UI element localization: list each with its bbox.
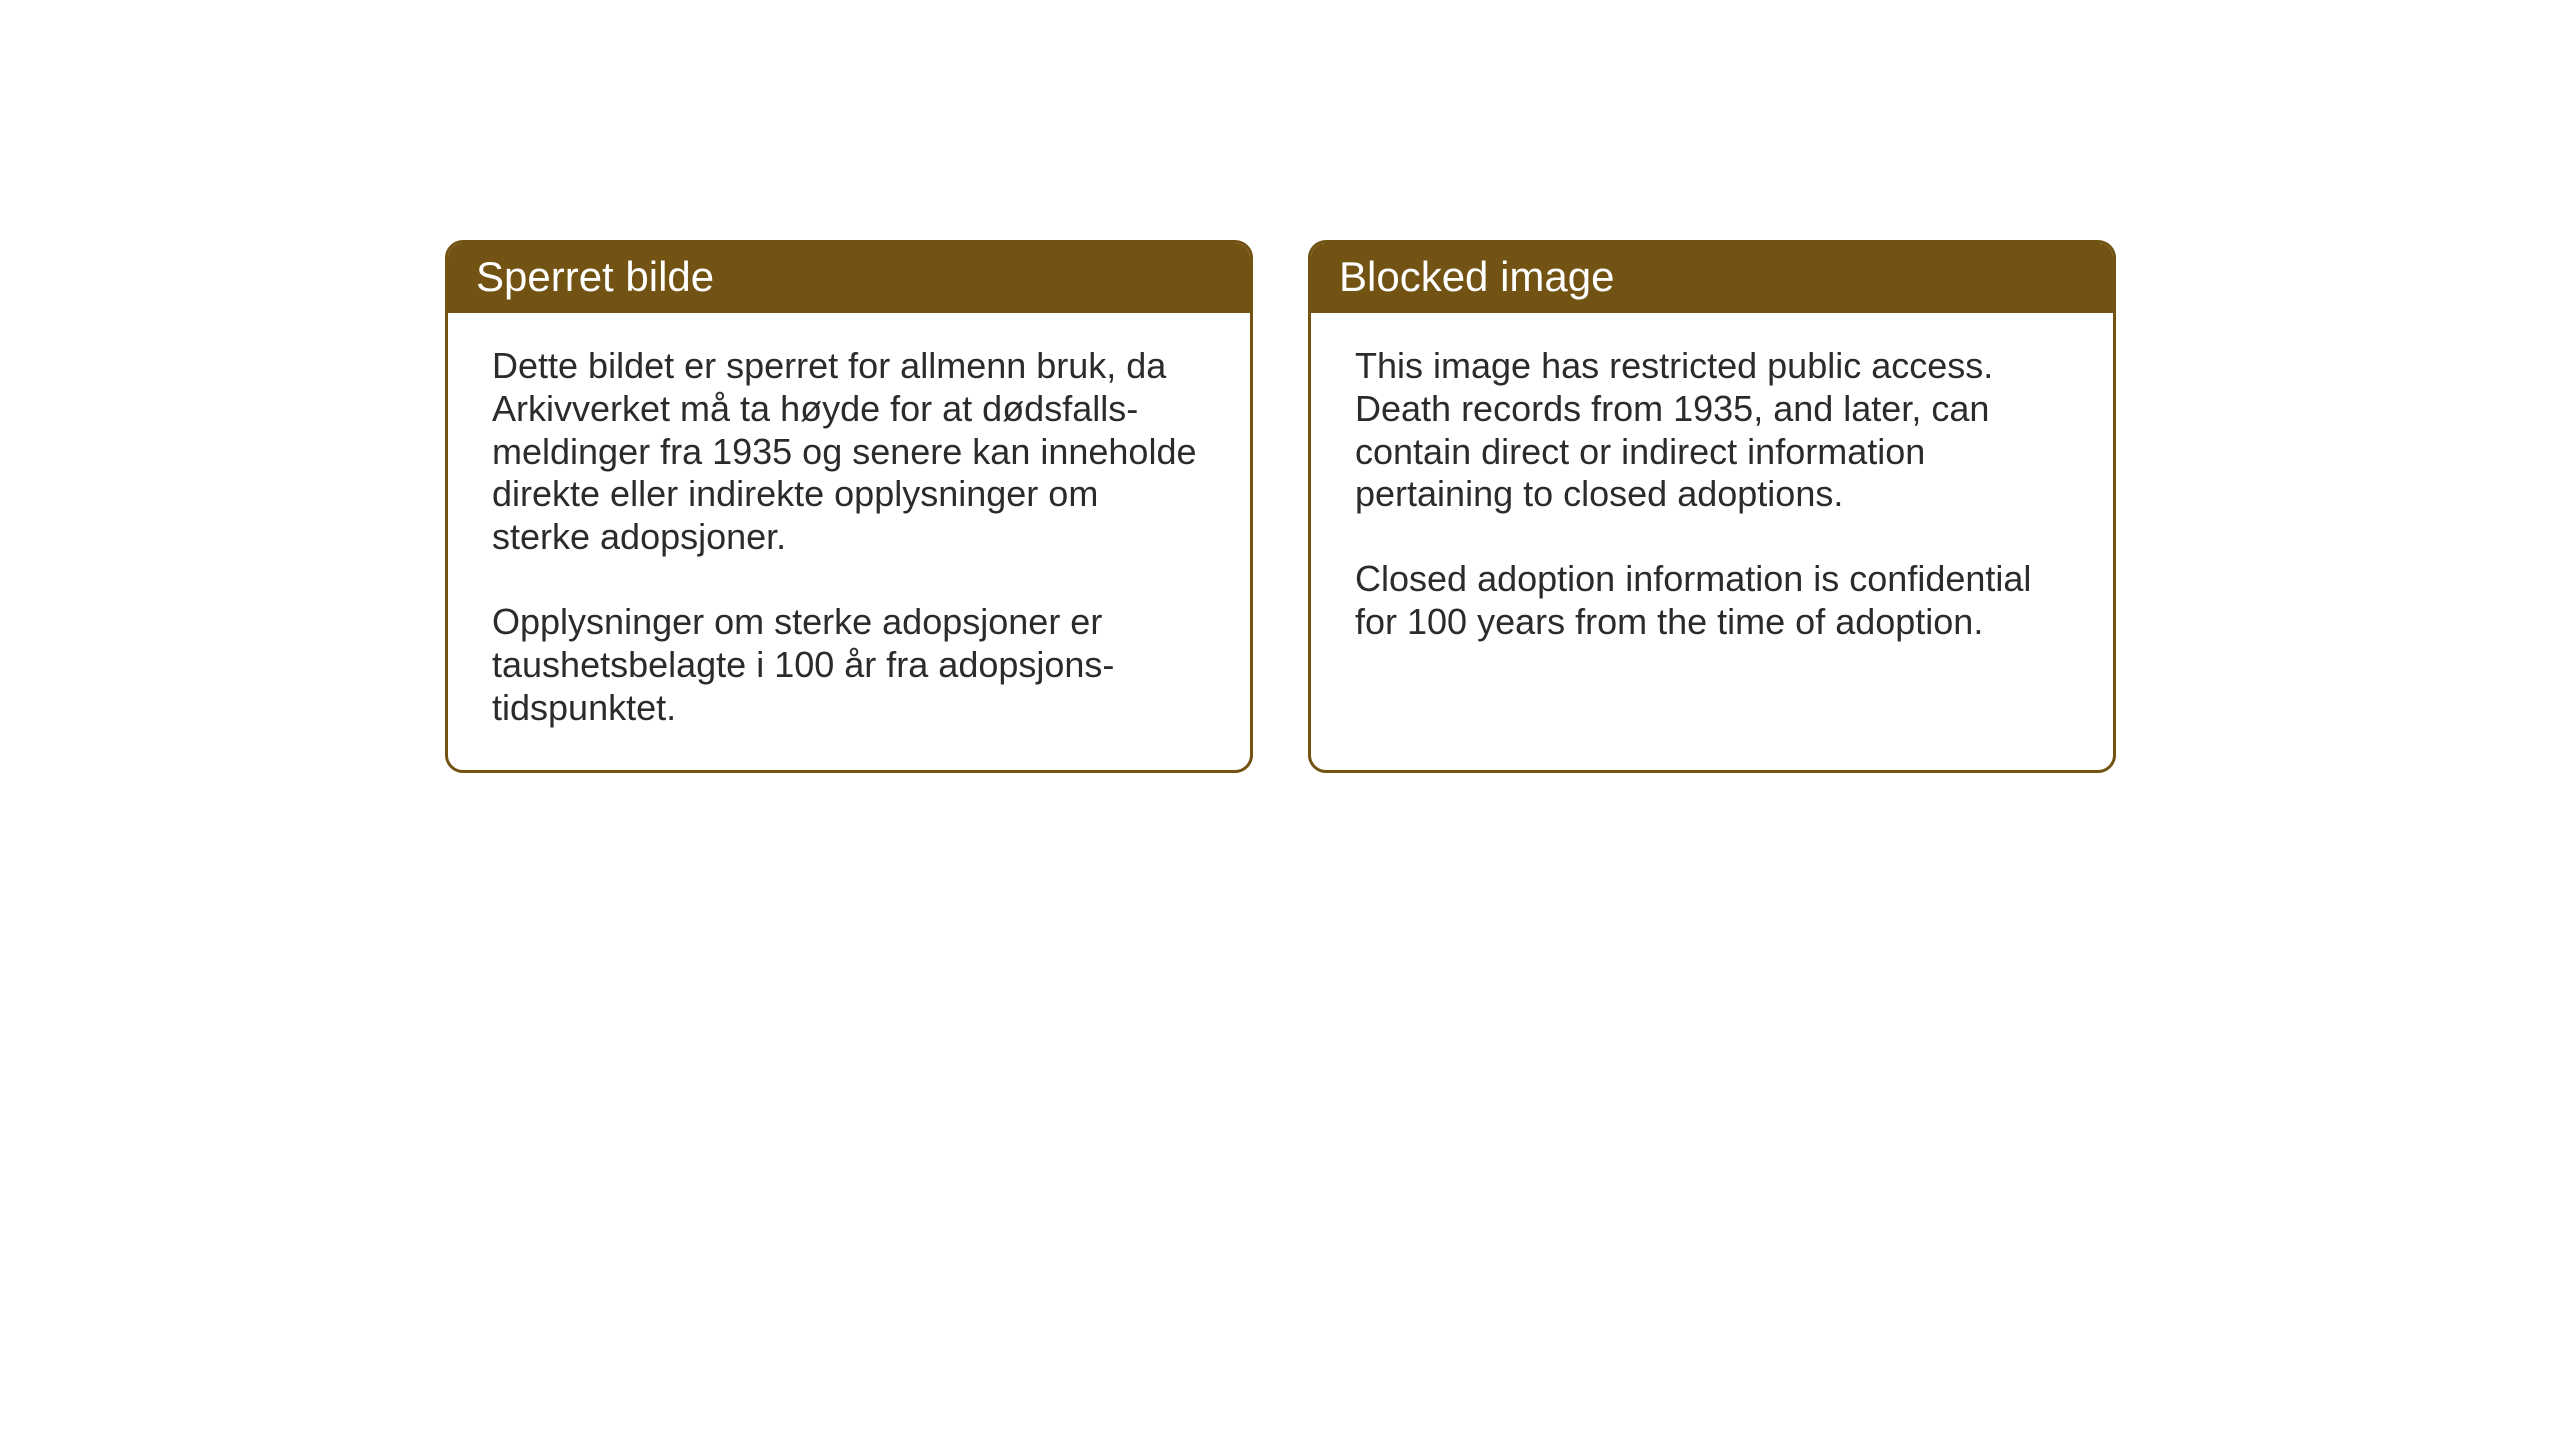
card-title-english: Blocked image bbox=[1339, 253, 1614, 300]
card-paragraph-2-english: Closed adoption information is confident… bbox=[1355, 558, 2069, 644]
card-title-norwegian: Sperret bilde bbox=[476, 253, 714, 300]
notice-card-english: Blocked image This image has restricted … bbox=[1308, 240, 2116, 773]
card-paragraph-1-english: This image has restricted public access.… bbox=[1355, 345, 2069, 516]
card-header-english: Blocked image bbox=[1311, 243, 2113, 313]
card-body-norwegian: Dette bildet er sperret for allmenn bruk… bbox=[448, 313, 1250, 770]
card-paragraph-1-norwegian: Dette bildet er sperret for allmenn bruk… bbox=[492, 345, 1206, 559]
card-header-norwegian: Sperret bilde bbox=[448, 243, 1250, 313]
card-paragraph-2-norwegian: Opplysninger om sterke adopsjoner er tau… bbox=[492, 601, 1206, 729]
notice-card-norwegian: Sperret bilde Dette bildet er sperret fo… bbox=[445, 240, 1253, 773]
card-body-english: This image has restricted public access.… bbox=[1311, 313, 2113, 753]
notice-cards-container: Sperret bilde Dette bildet er sperret fo… bbox=[445, 240, 2116, 773]
